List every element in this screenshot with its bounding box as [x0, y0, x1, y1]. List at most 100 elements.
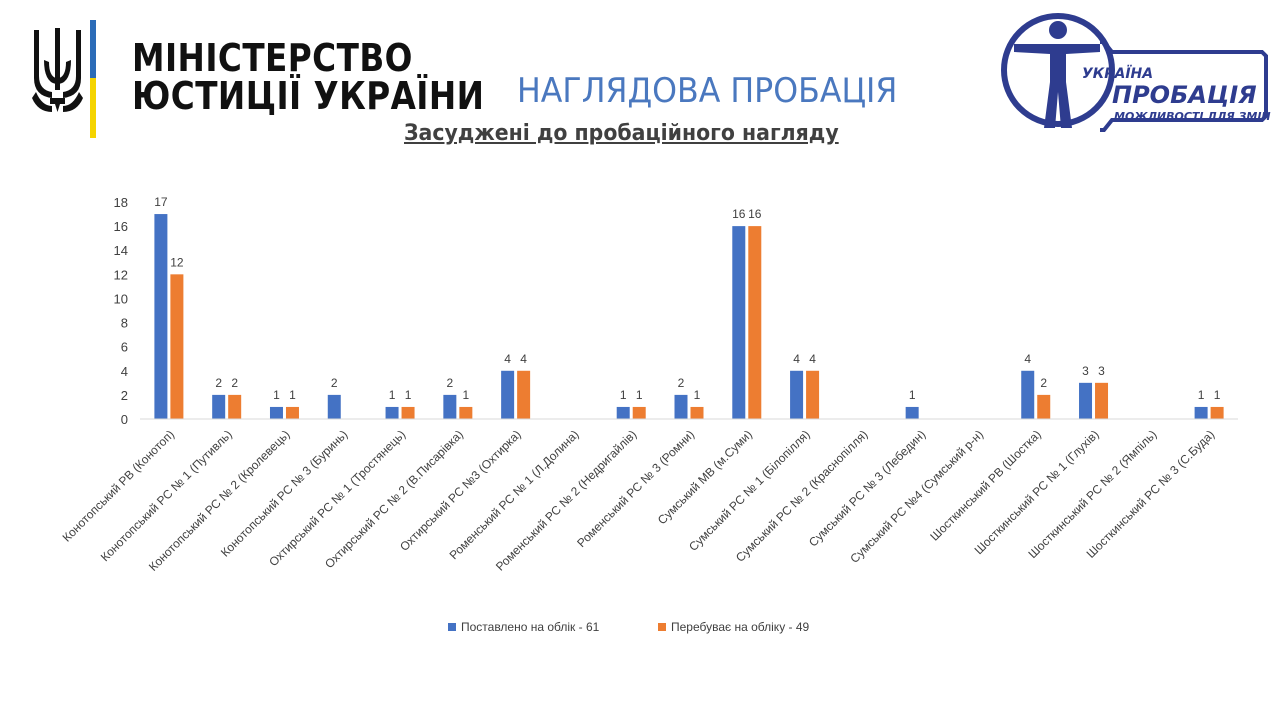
y-tick-label: 4 — [121, 364, 128, 379]
category-label: Роменський РС № 3 (Ромни) — [574, 427, 697, 550]
data-label: 3 — [1082, 364, 1089, 378]
logo-word-tagline: МОЖЛИВОСТІ ДЛЯ ЗМІН — [1114, 110, 1271, 123]
category-label: Конотопський РС № 3 (Буринь) — [218, 427, 350, 559]
legend-swatch-1 — [448, 623, 456, 631]
bar-series-2 — [632, 406, 646, 419]
bar-series-2 — [690, 406, 704, 419]
category-label: Шосткинський РС № 1 (Глухів) — [972, 427, 1102, 557]
category-label: Шосткинський РВ (Шостка) — [927, 427, 1043, 543]
logo-frame — [1100, 40, 1268, 132]
data-label: 1 — [694, 388, 701, 402]
category-label: Сумський РС № 3 (Лебедин) — [806, 427, 928, 549]
data-label: 17 — [154, 195, 168, 209]
bar-series-2 — [170, 274, 184, 419]
page-subtitle: Засуджені до пробаційного нагляду — [404, 121, 839, 146]
flag-stripe-yellow — [90, 78, 96, 138]
probation-figure-icon — [1001, 13, 1115, 128]
legend-swatch-2 — [658, 623, 666, 631]
bar-series-1 — [327, 394, 341, 419]
legend-label-1: Поставлено на облік - 61 — [461, 620, 600, 634]
data-label: 1 — [289, 388, 296, 402]
bar-series-1 — [154, 214, 168, 419]
probation-logo: УКРАЇНА ПРОБАЦІЯ МОЖЛИВОСТІ ДЛЯ ЗМІН — [1001, 13, 1271, 132]
bar-series-1 — [443, 394, 457, 419]
bar-series-1 — [732, 226, 746, 419]
bar-series-1 — [674, 394, 688, 419]
data-label: 16 — [732, 207, 746, 221]
bar-series-1 — [1194, 406, 1208, 419]
bar-series-2 — [806, 370, 820, 419]
legend: Поставлено на облік - 61 Перебуває на обл… — [448, 620, 810, 634]
y-tick-label: 6 — [121, 340, 128, 355]
data-label: 2 — [215, 376, 222, 390]
category-label: Шосткинський РС № 3 (С.Буда) — [1084, 427, 1218, 561]
y-tick-label: 18 — [114, 195, 128, 210]
data-label: 4 — [520, 352, 527, 366]
y-tick-label: 10 — [114, 291, 128, 306]
bar-series-1 — [385, 406, 399, 419]
logo-word-probation: ПРОБАЦІЯ — [1112, 81, 1257, 109]
data-label: 1 — [1214, 388, 1221, 402]
bar-series-2 — [1210, 406, 1224, 419]
data-label: 1 — [1198, 388, 1205, 402]
category-label: Конотопський РВ (Конотоп) — [60, 427, 177, 544]
category-label: Сумський МВ (м.Суми) — [655, 427, 755, 527]
data-label: 2 — [678, 376, 685, 390]
bar-series-2 — [228, 394, 242, 419]
y-tick-label: 8 — [121, 316, 128, 331]
ministry-logo: МІНІСТЕРСТВО ЮСТИЦІЇ УКРАЇНИ — [28, 20, 484, 140]
data-label: 12 — [170, 255, 184, 269]
bars — [154, 214, 1224, 419]
bar-series-1 — [1021, 370, 1035, 419]
data-label: 2 — [1040, 376, 1047, 390]
legend-label-2: Перебуває на обліку - 49 — [671, 620, 810, 634]
data-label: 1 — [389, 388, 396, 402]
bar-series-2 — [748, 226, 762, 419]
data-label: 4 — [809, 352, 816, 366]
data-label: 4 — [1024, 352, 1031, 366]
y-tick-label: 14 — [114, 243, 128, 258]
bar-series-1 — [1079, 382, 1093, 419]
y-tick-label: 16 — [114, 219, 128, 234]
data-label: 4 — [504, 352, 511, 366]
logo-word-ukraine: УКРАЇНА — [1082, 65, 1153, 82]
ministry-name-line2: ЮСТИЦІЇ УКРАЇНИ — [132, 74, 485, 118]
bar-series-2 — [401, 406, 415, 419]
bar-series-2 — [285, 406, 299, 419]
y-axis: 0 2 4 6 8 10 12 14 16 18 — [114, 195, 128, 427]
page-title: НАГЛЯДОВА ПРОБАЦІЯ — [517, 71, 898, 111]
data-label: 3 — [1098, 364, 1105, 378]
data-label: 2 — [331, 376, 338, 390]
flag-stripe — [90, 20, 96, 78]
bar-series-1 — [501, 370, 515, 419]
bar-series-1 — [616, 406, 630, 419]
data-label: 1 — [620, 388, 627, 402]
category-label: Сумський РС № 1 (Білопілля) — [686, 427, 813, 554]
category-label: Охтирський РС №3 (Охтирка) — [397, 427, 524, 554]
bar-series-2 — [1095, 382, 1109, 419]
y-tick-label: 2 — [121, 388, 128, 403]
bar-series-2 — [517, 370, 531, 419]
data-label: 2 — [446, 376, 453, 390]
data-label: 1 — [405, 388, 412, 402]
y-tick-label: 0 — [121, 412, 128, 427]
bar-series-1 — [905, 406, 919, 419]
x-axis: Конотопський РВ (Конотоп) Конотопський РС… — [60, 427, 1218, 574]
data-label: 1 — [909, 388, 916, 402]
bar-series-1 — [790, 370, 804, 419]
bar-series-1 — [269, 406, 283, 419]
bar-series-1 — [212, 394, 226, 419]
bar-series-2 — [1037, 394, 1051, 419]
ministry-name-line1: МІНІСТЕРСТВО — [132, 36, 413, 80]
bar-series-2 — [459, 406, 473, 419]
trident-icon — [32, 28, 83, 112]
data-label: 1 — [462, 388, 469, 402]
data-label: 2 — [231, 376, 238, 390]
data-label: 4 — [793, 352, 800, 366]
data-label: 16 — [748, 207, 762, 221]
data-label: 1 — [273, 388, 280, 402]
data-label: 1 — [636, 388, 643, 402]
y-tick-label: 12 — [114, 267, 128, 282]
